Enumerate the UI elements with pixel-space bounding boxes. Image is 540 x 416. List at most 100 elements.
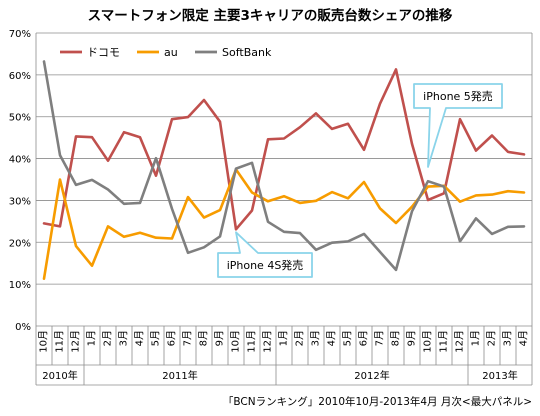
data-point [347,240,349,243]
data-point [235,228,237,231]
data-point [123,202,125,205]
data-point [107,225,109,228]
x-tick-label: 10月 [38,330,50,353]
annotation-callout [413,83,503,168]
x-tick-label: 10月 [422,330,434,353]
data-point [187,116,189,118]
data-point [363,148,365,151]
annotation-layer: iPhone 4S発売 iPhone 5発売 [217,83,503,278]
data-point [203,246,205,249]
data-point [395,269,397,271]
data-point [395,222,397,224]
data-point [507,225,509,228]
data-point [379,207,381,210]
data-point [75,135,77,138]
chart-title: スマートフォン限定 主要3キャリアの販売台数シェアの推移 [88,7,453,24]
data-point [491,233,493,235]
x-tick-label: 7月 [182,330,194,346]
x-tick-label: 5月 [150,330,162,346]
legend-label: SoftBank [222,46,272,59]
annotation-callout [217,231,313,278]
data-point [219,120,221,123]
data-point [331,191,333,193]
data-point [187,196,189,198]
data-point [283,231,285,233]
data-point [283,137,285,140]
data-point [107,188,109,191]
x-tick-label: 11月 [438,330,450,353]
data-point [411,143,413,145]
x-tick-label: 3月 [310,330,322,346]
x-tick-label: 9月 [406,330,418,346]
data-point [283,195,285,198]
data-point [43,60,45,63]
x-tick-label: 9月 [214,330,226,346]
data-point [219,235,221,238]
data-point [379,102,381,105]
x-tick-label: 2月 [294,330,306,346]
data-point [219,209,221,211]
data-point [315,200,317,202]
x-tick-label: 11月 [246,330,258,353]
data-point [507,190,509,193]
data-point [299,232,301,234]
data-point [203,99,205,101]
data-point [123,131,125,134]
data-point [411,205,413,208]
source-note: 「BCNランキング」2010年10月-2013年4月 月次<最大パネル> [223,395,532,408]
annotation-label: iPhone 4S発売 [227,258,304,272]
data-point [171,118,173,121]
year-label: 2013年 [482,369,517,382]
x-tick-label: 5月 [342,330,354,346]
legend: ドコモ au SoftBank [60,46,272,59]
data-point [251,209,253,212]
data-point [171,237,173,240]
y-tick-label: 70% [9,29,31,40]
data-point [59,154,61,157]
y-tick-label: 10% [9,280,31,291]
data-point [331,241,333,244]
data-point [379,251,381,253]
y-tick-label: 50% [9,113,31,124]
data-point [139,202,141,204]
data-point [43,277,45,280]
data-point [155,174,157,177]
data-point [171,208,173,210]
data-point [491,193,493,196]
data-point [75,184,77,186]
x-tick-label: 7月 [374,330,386,346]
x-tick-label: 4月 [518,330,530,346]
data-point [507,151,509,153]
x-tick-label: 3月 [118,330,130,346]
x-tick-label: 8月 [198,330,210,346]
data-point [443,185,445,188]
data-point [155,157,157,159]
data-point [523,225,525,228]
x-tick-label: 6月 [358,330,370,346]
y-tick-label: 20% [9,238,31,249]
data-point [59,178,61,181]
data-point [107,159,109,162]
data-point [59,225,61,228]
year-label: 2011年 [162,369,197,382]
legend-label: au [164,46,178,59]
data-point [203,216,205,219]
data-point [315,112,317,115]
data-point [267,200,269,203]
data-point [427,180,429,182]
x-tick-label: 1月 [470,330,482,346]
x-tick-label: 1月 [86,330,98,346]
annotation-label: iPhone 5発売 [423,89,493,103]
data-point [459,200,461,203]
data-point [363,233,365,235]
data-point [91,136,93,139]
data-point [187,251,189,254]
y-tick-label: 30% [9,196,31,207]
x-tick-label: 10月 [230,330,242,353]
x-tick-label: 2月 [486,330,498,346]
data-point [251,191,253,194]
axis-layer: 0%10%20%30%40%50%60%70%10月 11月 12月 1月 2月 3月 4月… [9,29,533,386]
x-tick-label: 11月 [54,330,66,353]
